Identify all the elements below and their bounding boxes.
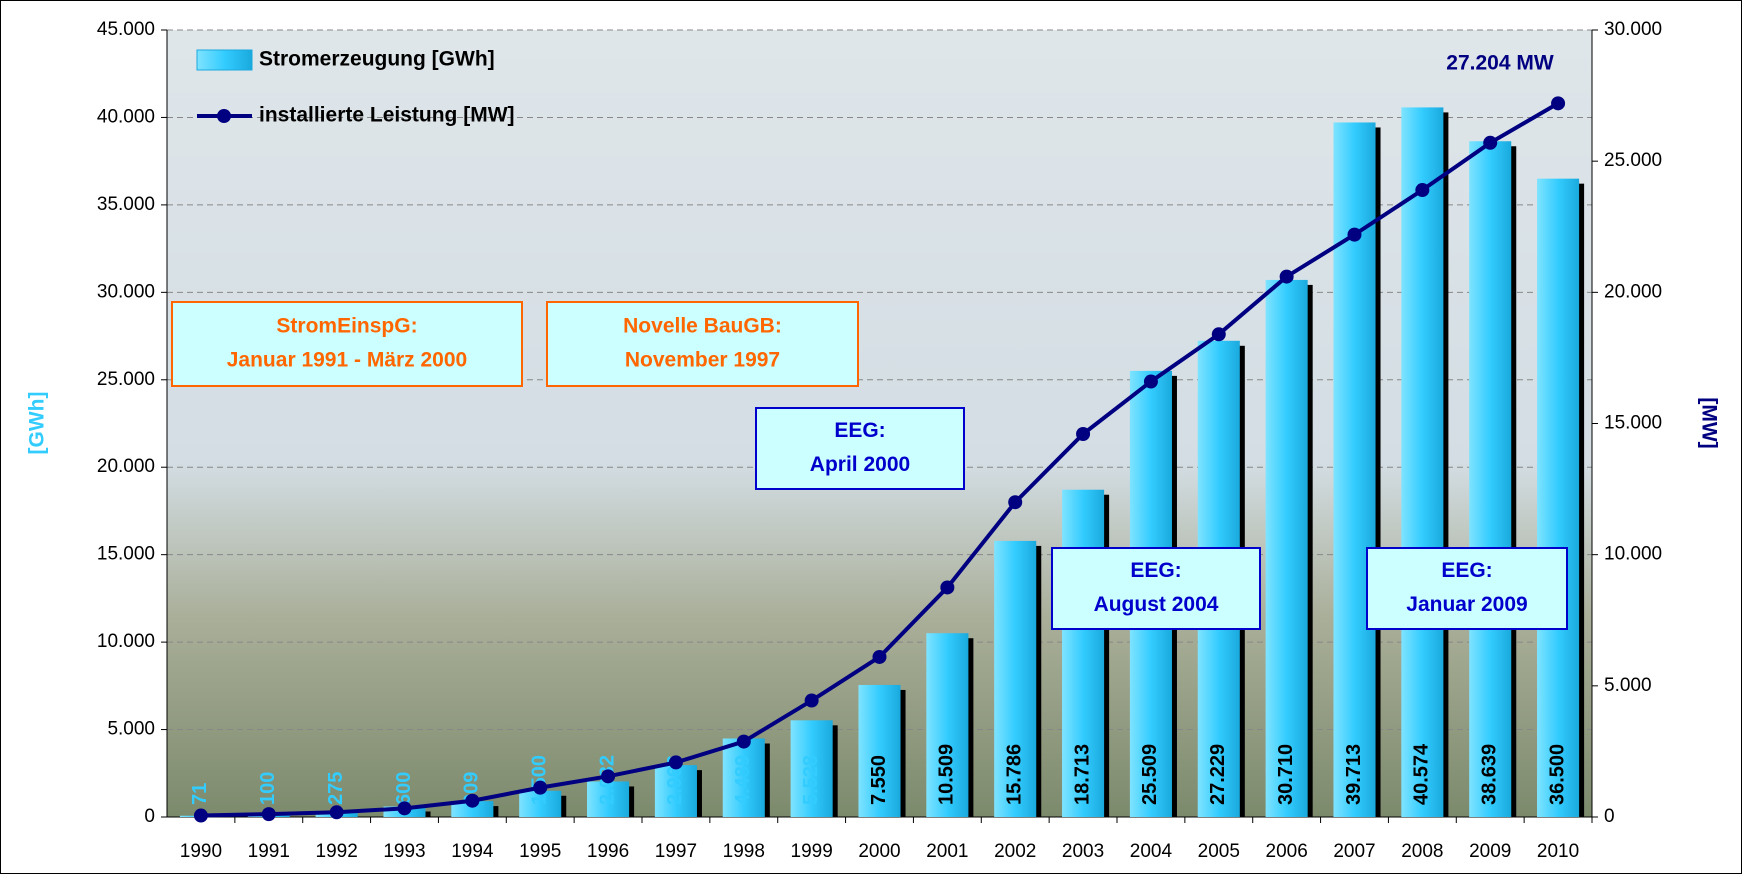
y2-tick-label: 10.000 — [1604, 544, 1662, 565]
bar — [1469, 141, 1511, 817]
y2-tick-label: 15.000 — [1604, 413, 1662, 434]
x-tick-label: 2009 — [1469, 841, 1511, 862]
y2-tick-label: 5.000 — [1604, 675, 1652, 696]
line-point — [1348, 228, 1362, 242]
x-tick-label: 1999 — [791, 841, 833, 862]
x-tick-label: 2000 — [858, 841, 900, 862]
legend-swatch — [217, 109, 231, 123]
line-point — [1144, 375, 1158, 389]
y-tick-label: 30.000 — [97, 281, 155, 302]
legend-label: installierte Leistung [MW] — [259, 104, 515, 127]
annotation-text: EEG: — [1441, 559, 1492, 582]
bar-value-label: 10.509 — [936, 744, 958, 805]
y-tick-label: 5.000 — [107, 719, 155, 740]
y-axis-label: [GWh] — [26, 392, 49, 455]
annotation-text: Novelle BauGB: — [623, 315, 782, 338]
x-tick-label: 1990 — [180, 841, 222, 862]
line-point — [1280, 270, 1294, 284]
y2-axis-label: [MW] — [1697, 397, 1720, 448]
bar-value-label: 25.509 — [1139, 744, 1161, 805]
annotation-text: April 2000 — [810, 453, 910, 476]
x-tick-label: 2004 — [1130, 841, 1173, 862]
annotation-text: November 1997 — [625, 349, 780, 372]
line-point — [940, 580, 954, 594]
y-tick-label: 40.000 — [97, 106, 155, 127]
line-point — [465, 794, 479, 808]
x-tick-label: 1996 — [587, 841, 629, 862]
bar-value-label: 100 — [257, 772, 279, 805]
x-tick-label: 2007 — [1333, 841, 1375, 862]
y2-tick-label: 20.000 — [1604, 281, 1662, 302]
y-tick-label: 20.000 — [97, 456, 155, 477]
bar-value-label: 18.713 — [1071, 744, 1093, 805]
y2-tick-label: 0 — [1604, 806, 1615, 827]
x-tick-label: 1997 — [655, 841, 697, 862]
bar-value-label: 36.500 — [1546, 744, 1568, 805]
y-tick-label: 45.000 — [97, 19, 155, 40]
line-point — [533, 781, 547, 795]
x-tick-label: 2010 — [1537, 841, 1579, 862]
x-tick-label: 2005 — [1198, 841, 1240, 862]
x-tick-label: 1992 — [316, 841, 358, 862]
annotation-text: Januar 2009 — [1406, 593, 1527, 616]
bar-value-label: 71 — [189, 783, 211, 805]
bar-value-label: 27.229 — [1207, 744, 1229, 805]
y2-tick-label: 30.000 — [1604, 19, 1662, 40]
legend-swatch — [197, 50, 252, 70]
annotation-text: StromEinspG: — [276, 315, 417, 338]
x-tick-label: 1991 — [248, 841, 290, 862]
bar — [1266, 280, 1308, 817]
chart: [GWh] [MW] 0 5.000 10.000 15.000 20.000 25.00… — [0, 0, 1742, 874]
y-tick-label: 10.000 — [97, 631, 155, 652]
bar-value-label: 39.713 — [1343, 744, 1365, 805]
y-tick-label: 25.000 — [97, 369, 155, 390]
line-point — [330, 805, 344, 819]
x-tick-label: 1995 — [519, 841, 561, 862]
bar-value-label: 38.639 — [1478, 744, 1500, 805]
x-tick-label: 2002 — [994, 841, 1036, 862]
bar-value-label: 40.574 — [1411, 743, 1433, 805]
legend-label: Stromerzeugung [GWh] — [259, 48, 495, 71]
line-point — [1076, 427, 1090, 441]
line-point — [1483, 136, 1497, 150]
annotation-text: EEG: — [1130, 559, 1181, 582]
bar-value-label: 7.550 — [868, 755, 890, 805]
bar-value-label: 15.786 — [1003, 744, 1025, 805]
bar-value-label: 275 — [325, 772, 347, 805]
line-point — [1551, 96, 1565, 110]
x-tick-label: 2001 — [926, 841, 968, 862]
bar — [1537, 179, 1579, 817]
line-point — [805, 694, 819, 708]
bar-value-label: 1.500 — [528, 755, 550, 805]
y-tick-label: 0 — [144, 806, 155, 827]
line-point — [194, 809, 208, 823]
line-point — [398, 801, 412, 815]
x-tick-label: 1998 — [723, 841, 765, 862]
line-point — [1212, 327, 1226, 341]
x-tick-label: 2003 — [1062, 841, 1104, 862]
bar — [1401, 107, 1443, 817]
line-point — [262, 807, 276, 821]
x-tick-label: 1994 — [451, 841, 494, 862]
annotation-text: EEG: — [834, 419, 885, 442]
bar-value-label: 600 — [393, 772, 415, 805]
x-tick-label: 2008 — [1401, 841, 1443, 862]
line-point — [1008, 495, 1022, 509]
x-tick-label: 1993 — [383, 841, 425, 862]
annotation-text: Januar 1991 - März 2000 — [227, 349, 467, 372]
bar-value-label: 4.489 — [732, 755, 754, 805]
y2-tick-label: 25.000 — [1604, 150, 1662, 171]
line-point — [669, 755, 683, 769]
y-tick-label: 15.000 — [97, 544, 155, 565]
bar-value-label: 5.528 — [800, 755, 822, 805]
line-point — [601, 769, 615, 783]
y-tick-label: 35.000 — [97, 194, 155, 215]
line-point — [873, 650, 887, 664]
bar-value-label: 30.710 — [1275, 744, 1297, 805]
annotation-text: 27.204 MW — [1446, 52, 1554, 75]
x-tick-label: 2006 — [1266, 841, 1308, 862]
line-point — [737, 735, 751, 749]
line-point — [1415, 183, 1429, 197]
annotation-text: August 2004 — [1094, 593, 1219, 616]
